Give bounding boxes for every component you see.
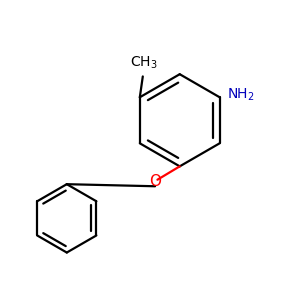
Text: O: O	[149, 174, 161, 189]
Text: CH$_3$: CH$_3$	[130, 55, 158, 71]
Text: NH$_2$: NH$_2$	[227, 87, 255, 103]
